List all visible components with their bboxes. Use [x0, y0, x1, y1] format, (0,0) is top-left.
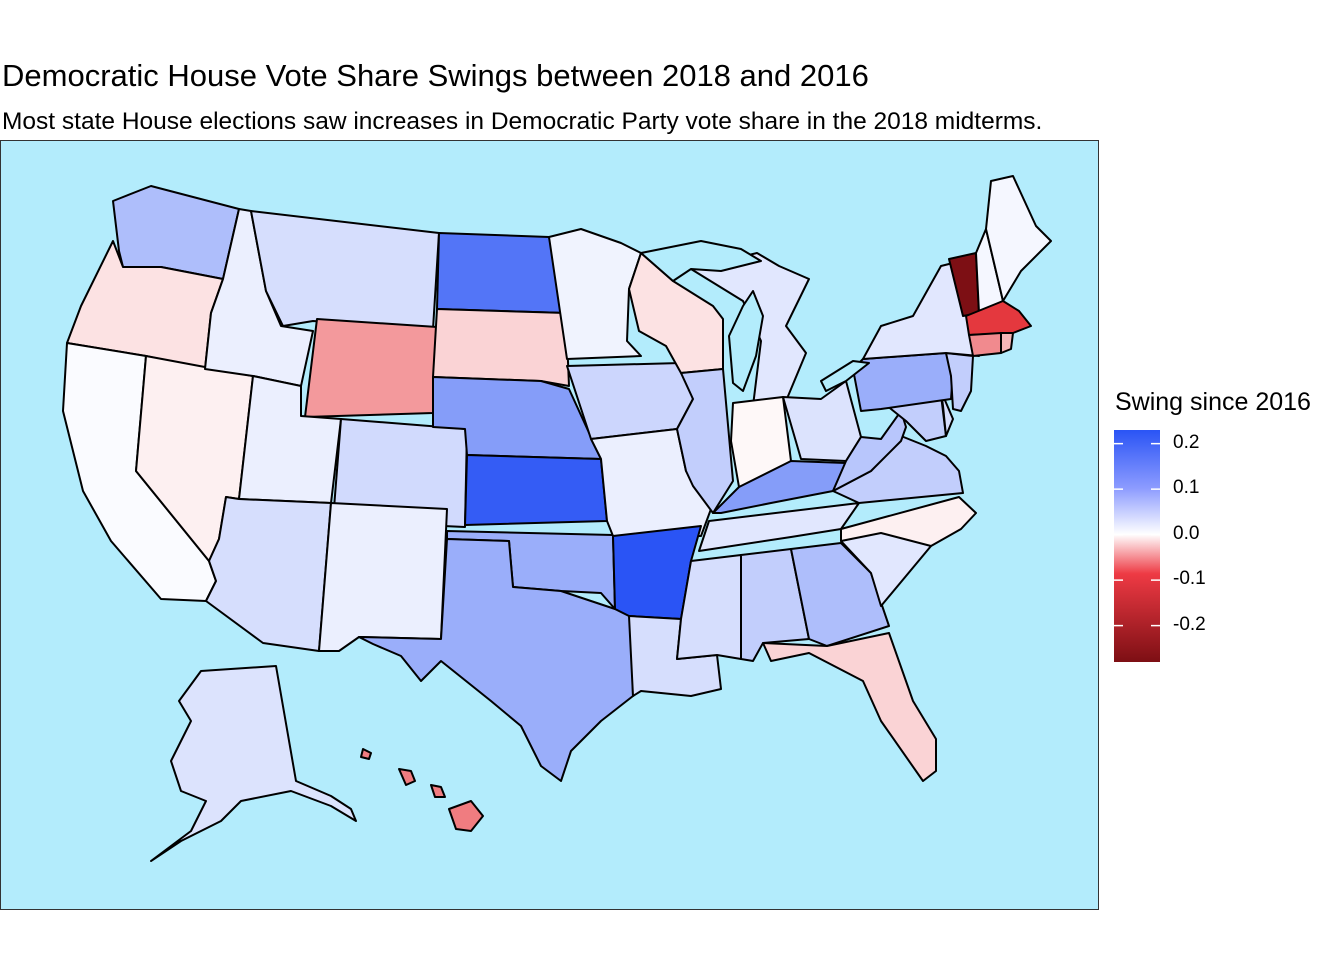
state-west-virginia — [832, 410, 907, 492]
state-north-dakota — [436, 232, 567, 314]
map-panel — [0, 140, 1099, 910]
state-wyoming — [304, 318, 438, 418]
state-new-mexico — [318, 502, 448, 652]
state-illinois — [676, 368, 734, 514]
legend-tick-label: 0.1 — [1173, 477, 1200, 499]
legend-tick-label: -0.1 — [1173, 568, 1206, 590]
state-ohio — [782, 380, 862, 462]
legend-gradient — [1114, 430, 1160, 662]
state-north-carolina — [840, 496, 977, 547]
state-south-dakota — [432, 308, 570, 387]
state-texas — [358, 538, 634, 782]
lake-superior — [640, 240, 762, 282]
lake-erie — [820, 360, 870, 392]
legend-tick-label: 0.2 — [1173, 431, 1200, 453]
state-georgia — [790, 542, 890, 647]
state-tennessee — [698, 502, 860, 552]
us-states-map — [62, 175, 1052, 862]
state-connecticut — [968, 332, 1002, 357]
state-maine — [985, 175, 1052, 302]
state-arizona — [205, 496, 332, 652]
state-kansas — [464, 454, 608, 526]
state-montana — [250, 210, 440, 330]
state-rhode-island — [1000, 332, 1014, 354]
lake-michigan — [728, 290, 764, 392]
state-florida — [762, 632, 937, 782]
legend-title: Swing since 2016 — [1115, 388, 1311, 416]
legend-color-bar — [1114, 430, 1160, 662]
legend-tick-label: -0.2 — [1173, 613, 1206, 635]
chart-title: Democratic House Vote Share Swings betwe… — [2, 58, 869, 93]
state-colorado — [332, 418, 468, 528]
state-hawaii — [360, 748, 484, 832]
state-alaska — [150, 665, 357, 862]
chart-subtitle: Most state House elections saw increases… — [2, 108, 1043, 135]
legend-tick-label: 0.0 — [1173, 522, 1200, 544]
state-kentucky — [712, 460, 847, 514]
state-washington — [112, 185, 240, 280]
